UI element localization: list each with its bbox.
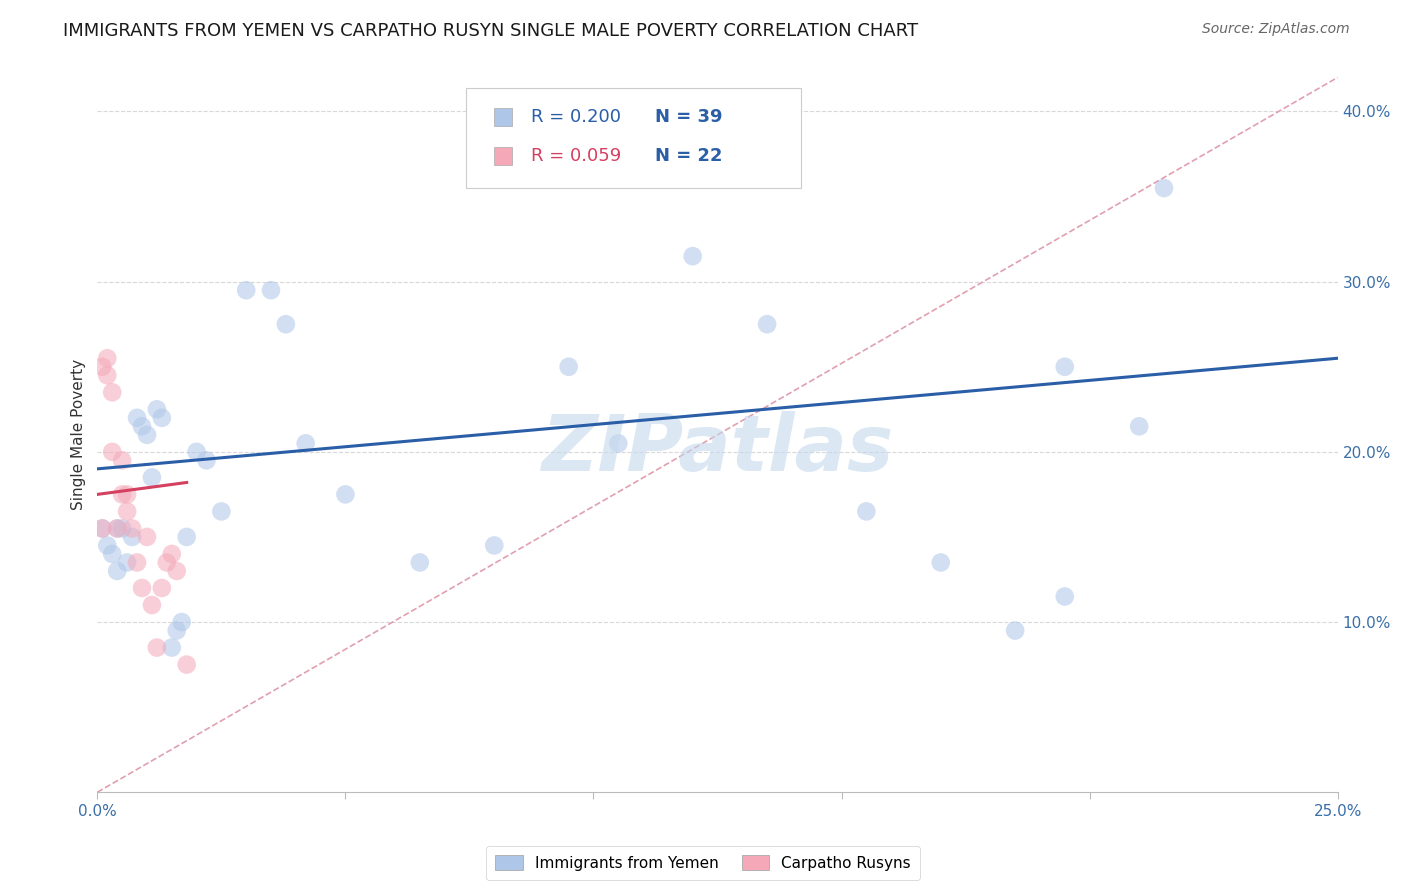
- Point: [96, 368, 118, 383]
- Point: [91, 521, 114, 535]
- Point: [166, 624, 188, 638]
- Point: [105, 521, 128, 535]
- Text: ZIPatlas: ZIPatlas: [541, 411, 894, 487]
- Point: [105, 521, 128, 535]
- Y-axis label: Single Male Poverty: Single Male Poverty: [72, 359, 86, 510]
- Point: [131, 419, 153, 434]
- Point: [115, 487, 138, 501]
- Point: [274, 317, 297, 331]
- Point: [111, 453, 134, 467]
- Point: [146, 402, 169, 417]
- Point: [186, 445, 208, 459]
- Point: [150, 410, 173, 425]
- Point: [170, 615, 193, 629]
- Point: [335, 487, 357, 501]
- Point: [96, 538, 118, 552]
- Point: [111, 487, 134, 501]
- Point: [125, 556, 148, 570]
- Point: [156, 556, 179, 570]
- Point: [91, 359, 114, 374]
- FancyBboxPatch shape: [465, 88, 800, 188]
- Point: [235, 283, 257, 297]
- Point: [91, 521, 114, 535]
- Point: [195, 453, 218, 467]
- Point: [160, 640, 183, 655]
- Point: [929, 556, 952, 570]
- Point: [756, 317, 779, 331]
- Point: [484, 538, 506, 552]
- Point: [209, 504, 232, 518]
- Text: IMMIGRANTS FROM YEMEN VS CARPATHO RUSYN SINGLE MALE POVERTY CORRELATION CHART: IMMIGRANTS FROM YEMEN VS CARPATHO RUSYN …: [63, 22, 918, 40]
- Point: [294, 436, 316, 450]
- Point: [101, 445, 124, 459]
- Point: [115, 556, 138, 570]
- Text: R = 0.200: R = 0.200: [531, 108, 621, 126]
- Point: [141, 598, 163, 612]
- Point: [1153, 181, 1175, 195]
- Text: R = 0.059: R = 0.059: [531, 147, 621, 165]
- Point: [121, 530, 143, 544]
- Point: [101, 385, 124, 400]
- Text: N = 22: N = 22: [655, 147, 723, 165]
- Point: [1128, 419, 1150, 434]
- Point: [1004, 624, 1026, 638]
- Point: [176, 530, 198, 544]
- Legend: Immigrants from Yemen, Carpatho Rusyns: Immigrants from Yemen, Carpatho Rusyns: [486, 846, 920, 880]
- Point: [150, 581, 173, 595]
- Point: [121, 521, 143, 535]
- Point: [105, 564, 128, 578]
- Point: [101, 547, 124, 561]
- Point: [131, 581, 153, 595]
- Point: [136, 427, 159, 442]
- Point: [160, 547, 183, 561]
- Point: [176, 657, 198, 672]
- Point: [1053, 359, 1076, 374]
- Point: [146, 640, 169, 655]
- Point: [855, 504, 877, 518]
- Point: [96, 351, 118, 366]
- Text: N = 39: N = 39: [655, 108, 723, 126]
- Point: [136, 530, 159, 544]
- Point: [141, 470, 163, 484]
- Point: [260, 283, 283, 297]
- Point: [1053, 590, 1076, 604]
- Point: [125, 410, 148, 425]
- Point: [557, 359, 579, 374]
- Point: [409, 556, 432, 570]
- Point: [166, 564, 188, 578]
- Point: [115, 504, 138, 518]
- Point: [682, 249, 704, 263]
- Text: Source: ZipAtlas.com: Source: ZipAtlas.com: [1202, 22, 1350, 37]
- Point: [607, 436, 630, 450]
- Point: [111, 521, 134, 535]
